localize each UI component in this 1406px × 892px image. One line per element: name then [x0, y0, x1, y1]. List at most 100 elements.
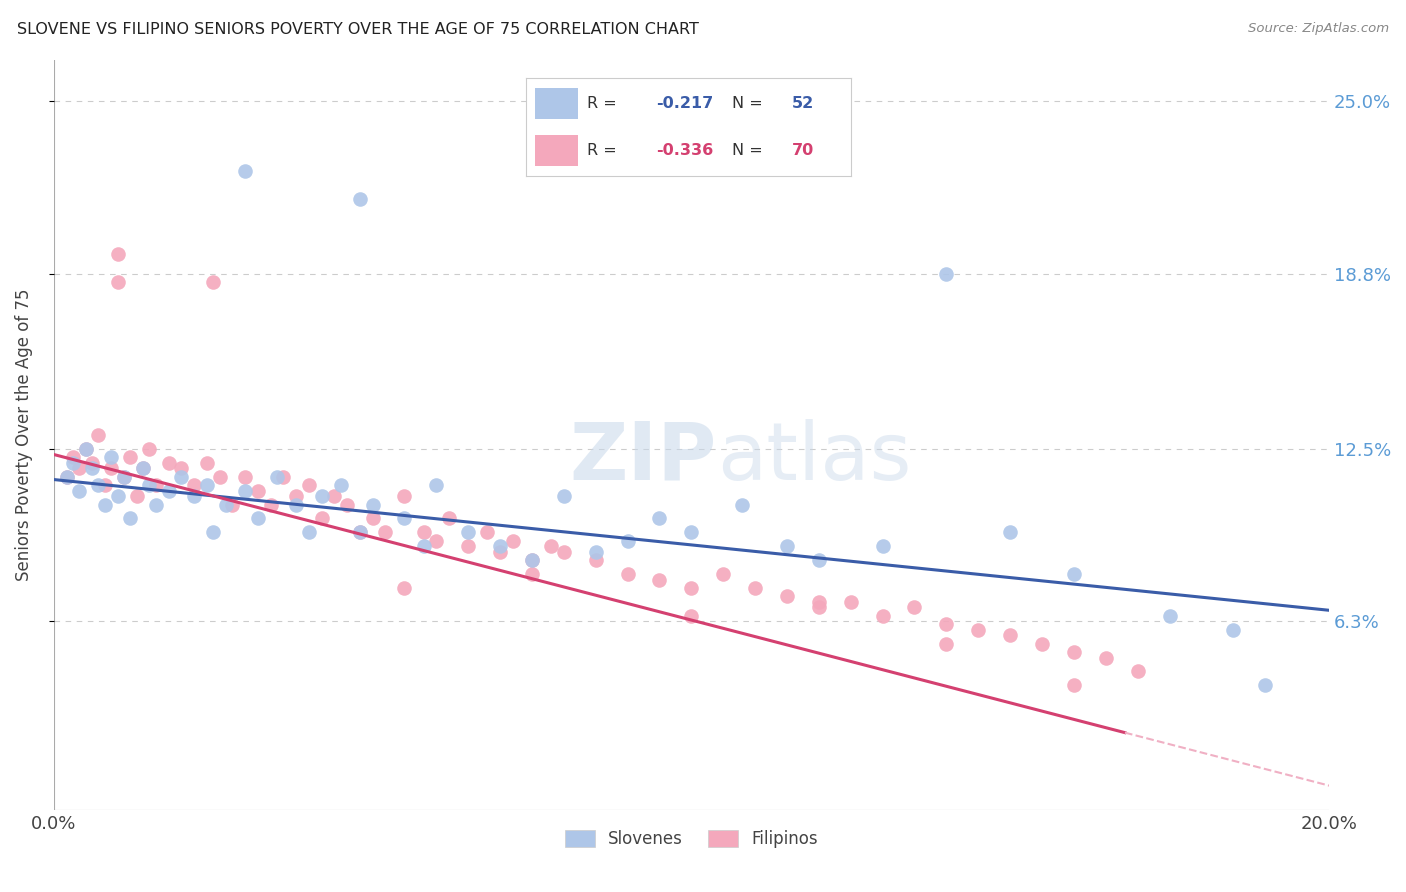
Point	[616, 533, 638, 548]
Point	[80, 461, 103, 475]
Point	[195, 478, 218, 492]
Point	[145, 478, 167, 492]
Point	[259, 498, 281, 512]
Point	[336, 498, 359, 512]
Point	[87, 428, 110, 442]
Point	[157, 483, 180, 498]
Point	[349, 525, 371, 540]
Point	[807, 553, 830, 567]
Point	[202, 275, 225, 289]
Point	[349, 525, 371, 540]
Point	[361, 511, 384, 525]
Text: ZIP: ZIP	[569, 418, 717, 497]
Point	[285, 489, 308, 503]
Point	[329, 478, 352, 492]
Point	[457, 525, 479, 540]
Point	[215, 498, 238, 512]
Point	[311, 511, 333, 525]
Point	[998, 628, 1021, 642]
Point	[502, 533, 524, 548]
Point	[540, 539, 562, 553]
Text: SLOVENE VS FILIPINO SENIORS POVERTY OVER THE AGE OF 75 CORRELATION CHART: SLOVENE VS FILIPINO SENIORS POVERTY OVER…	[17, 22, 699, 37]
Point	[477, 525, 499, 540]
Point	[285, 498, 308, 512]
Point	[120, 450, 142, 465]
Point	[94, 498, 117, 512]
Point	[298, 525, 321, 540]
Point	[138, 478, 160, 492]
Point	[585, 545, 607, 559]
Point	[298, 478, 321, 492]
Point	[361, 498, 384, 512]
Point	[233, 164, 256, 178]
Point	[1063, 678, 1085, 692]
Point	[266, 469, 288, 483]
Point	[132, 461, 155, 475]
Point	[221, 498, 243, 512]
Point	[125, 489, 148, 503]
Point	[170, 469, 193, 483]
Point	[246, 483, 269, 498]
Point	[374, 525, 396, 540]
Point	[246, 511, 269, 525]
Point	[62, 450, 84, 465]
Point	[67, 461, 90, 475]
Point	[208, 469, 231, 483]
Y-axis label: Seniors Poverty Over the Age of 75: Seniors Poverty Over the Age of 75	[15, 289, 32, 582]
Point	[107, 489, 129, 503]
Point	[872, 608, 894, 623]
Point	[195, 456, 218, 470]
Point	[425, 478, 447, 492]
Point	[711, 567, 734, 582]
Point	[681, 581, 703, 595]
Point	[349, 192, 371, 206]
Point	[935, 617, 957, 632]
Point	[489, 539, 512, 553]
Point	[80, 456, 103, 470]
Point	[323, 489, 346, 503]
Point	[1254, 678, 1277, 692]
Point	[412, 539, 434, 553]
Point	[807, 595, 830, 609]
Point	[935, 267, 957, 281]
Point	[394, 489, 416, 503]
Point	[157, 456, 180, 470]
Point	[457, 539, 479, 553]
Point	[520, 553, 543, 567]
Point	[100, 461, 122, 475]
Point	[75, 442, 97, 456]
Point	[145, 498, 167, 512]
Point	[273, 469, 295, 483]
Point	[1063, 567, 1085, 582]
Point	[648, 511, 671, 525]
Point	[553, 489, 575, 503]
Point	[1159, 608, 1181, 623]
Point	[967, 623, 990, 637]
Point	[839, 595, 862, 609]
Point	[807, 600, 830, 615]
Point	[100, 450, 122, 465]
Point	[132, 461, 155, 475]
Point	[233, 469, 256, 483]
Point	[138, 442, 160, 456]
Point	[94, 478, 117, 492]
Point	[872, 539, 894, 553]
Point	[616, 567, 638, 582]
Point	[170, 461, 193, 475]
Point	[107, 275, 129, 289]
Point	[183, 478, 205, 492]
Point	[731, 498, 754, 512]
Point	[776, 539, 799, 553]
Point	[1126, 665, 1149, 679]
Legend: Slovenes, Filipinos: Slovenes, Filipinos	[558, 823, 824, 855]
Point	[489, 545, 512, 559]
Point	[394, 511, 416, 525]
Point	[67, 483, 90, 498]
Point	[903, 600, 925, 615]
Point	[520, 567, 543, 582]
Point	[1063, 645, 1085, 659]
Point	[585, 553, 607, 567]
Point	[1094, 650, 1116, 665]
Point	[553, 545, 575, 559]
Point	[1031, 637, 1053, 651]
